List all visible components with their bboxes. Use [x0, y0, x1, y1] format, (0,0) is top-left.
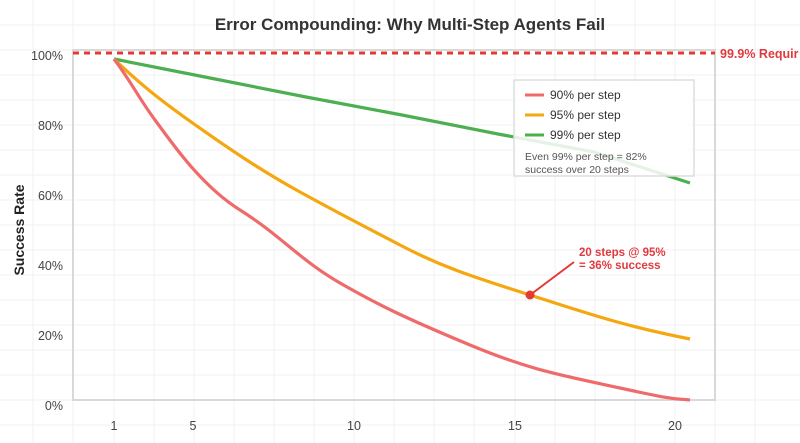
- legend-label-90: 90% per step: [550, 88, 621, 102]
- annotation: 20 steps @ 95% = 36% success: [525, 247, 666, 300]
- legend-label-99: 99% per step: [550, 128, 621, 142]
- y-tick: 20%: [38, 329, 63, 343]
- y-axis-ticks: 100% 80% 60% 40% 20% 0%: [31, 49, 63, 413]
- x-axis-ticks: 1 5 10 15 20: [111, 419, 682, 433]
- legend: 90% per step 95% per step 99% per step E…: [513, 79, 695, 177]
- reference-line-label: 99.9% Requir: [720, 47, 799, 61]
- annotation-point: [525, 290, 535, 300]
- x-tick: 15: [508, 419, 522, 433]
- y-axis-label: Success Rate: [11, 184, 27, 275]
- y-tick: 40%: [38, 259, 63, 273]
- y-tick: 80%: [38, 119, 63, 133]
- legend-note-line2: success over 20 steps: [525, 164, 629, 176]
- x-tick: 20: [668, 419, 682, 433]
- annotation-text-line1: 20 steps @ 95%: [579, 247, 666, 259]
- annotation-text-line2: = 36% success: [579, 260, 661, 272]
- x-tick: 10: [347, 419, 361, 433]
- x-tick: 5: [190, 419, 197, 433]
- plot-area: [72, 49, 716, 401]
- legend-label-95: 95% per step: [550, 108, 621, 122]
- series-95-line: [112, 57, 691, 341]
- series-90-line: [112, 58, 691, 402]
- x-tick: 1: [111, 419, 118, 433]
- legend-note-line1: Even 99% per step = 82%: [525, 151, 647, 163]
- y-tick: 60%: [38, 189, 63, 203]
- y-tick: 0%: [45, 399, 63, 413]
- chart-title: Error Compounding: Why Multi-Step Agents…: [215, 15, 605, 34]
- y-tick: 100%: [31, 49, 63, 63]
